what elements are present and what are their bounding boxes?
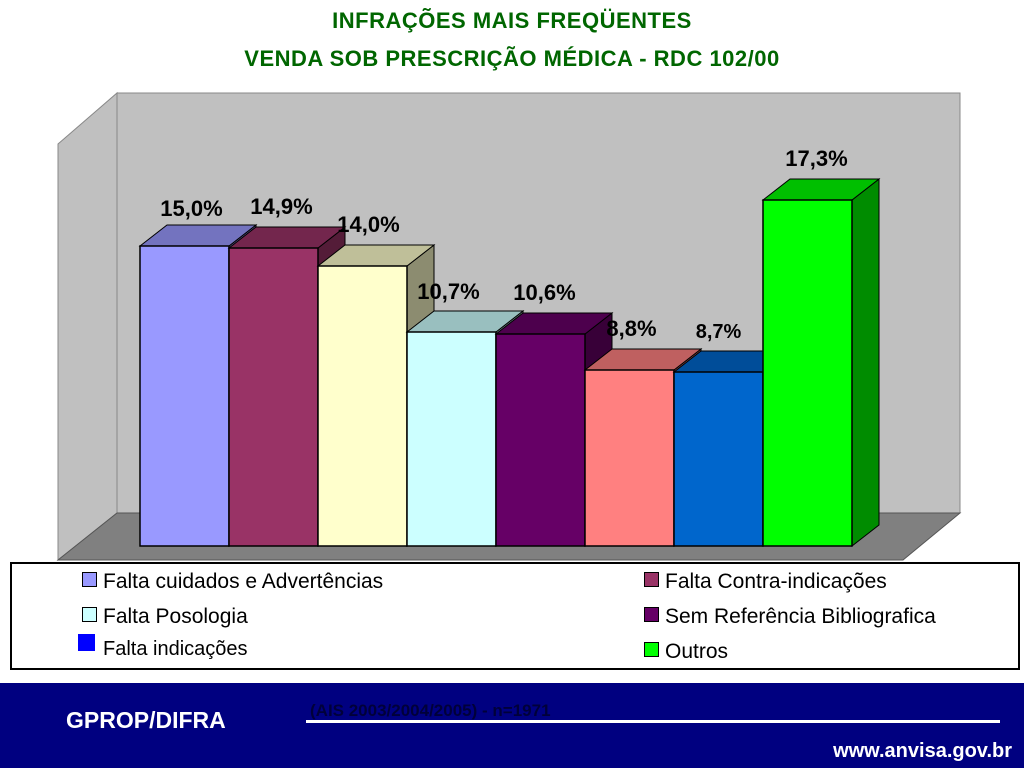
data-label: 15,0% <box>160 196 222 221</box>
side-wall <box>57 91 118 562</box>
bar <box>584 369 675 547</box>
bar <box>495 333 586 547</box>
legend-swatch <box>82 572 97 587</box>
footer-note: (AIS 2003/2004/2005) - n=1971 <box>310 701 551 720</box>
legend-label: Falta indicações <box>103 638 248 660</box>
legend-item-outros: Outros <box>644 640 728 664</box>
data-label: 8,7% <box>696 321 742 343</box>
legend-swatch <box>644 642 659 657</box>
legend-swatch <box>82 607 97 622</box>
bar-side <box>851 177 880 548</box>
legend-item-posologia: Falta Posologia <box>82 605 248 629</box>
legend-item-indicacoes: Falta indicações <box>78 634 248 661</box>
bar <box>317 265 408 547</box>
legend-label: Falta cuidados e Advertências <box>103 570 384 593</box>
data-label: 14,0% <box>337 212 399 237</box>
bars-group: 15,0% 14,9% 14,0% 10,7% 10,6% 8,8% 8,7% 17,3% <box>138 146 881 548</box>
data-label: 8,8% <box>606 316 656 341</box>
footer-bar: GPROP/DIFRA (AIS 2003/2004/2005) - n=197… <box>0 683 1024 768</box>
bar <box>139 245 230 547</box>
legend-swatch <box>644 607 659 622</box>
bar <box>228 247 319 547</box>
data-label: 10,7% <box>417 279 479 304</box>
legend: Falta cuidados e Advertências Falta Cont… <box>10 562 1020 670</box>
legend-swatch <box>644 572 659 587</box>
bar-chart: 15,0% 14,9% 14,0% 10,7% 10,6% 8,8% 8,7% 17,3% <box>56 91 962 562</box>
legend-item-cuidados: Falta cuidados e Advertências <box>82 570 383 594</box>
data-label: 17,3% <box>785 146 847 171</box>
footer-divider <box>306 720 1000 723</box>
bar <box>406 331 497 547</box>
footer-url-link[interactable]: www.anvisa.gov.br <box>833 740 1012 762</box>
footer-org-label: GPROP/DIFRA <box>66 707 226 733</box>
legend-swatch <box>78 634 95 651</box>
chart-title-line2: VENDA SOB PRESCRIÇÃO MÉDICA - RDC 102/00 <box>244 46 780 71</box>
legend-label: Outros <box>665 640 729 663</box>
bar <box>673 371 764 547</box>
legend-label: Sem Referência Bibliografica <box>665 605 936 628</box>
legend-item-referencia: Sem Referência Bibliografica <box>644 605 936 629</box>
legend-item-contra-indicacoes: Falta Contra-indicações <box>644 570 887 594</box>
legend-label: Falta Posologia <box>103 605 248 628</box>
data-label: 14,9% <box>250 194 312 219</box>
data-label: 10,6% <box>513 280 575 305</box>
bar <box>762 199 853 547</box>
legend-label: Falta Contra-indicações <box>665 570 887 593</box>
chart-title-line1: INFRAÇÕES MAIS FREQÜENTES <box>332 8 692 33</box>
